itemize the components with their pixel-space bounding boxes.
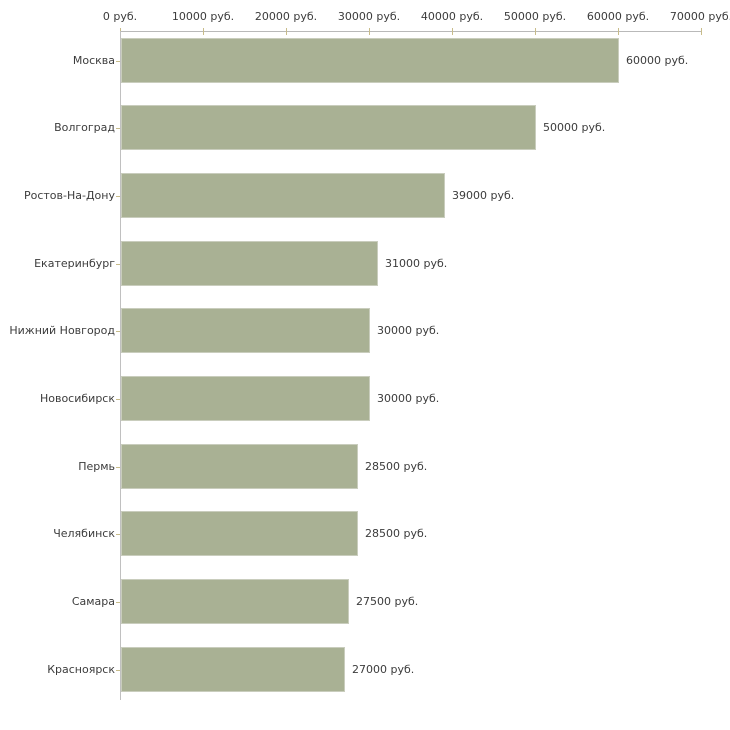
category-label: Москва bbox=[72, 54, 115, 67]
value-label: 27000 руб. bbox=[352, 663, 415, 676]
x-axis-tick bbox=[535, 28, 536, 35]
x-axis-tick bbox=[203, 28, 204, 35]
category-label: Екатеринбург bbox=[34, 257, 115, 270]
bar bbox=[121, 105, 536, 150]
y-axis-tick bbox=[116, 467, 120, 468]
bar bbox=[121, 38, 619, 83]
x-axis-tick bbox=[369, 28, 370, 35]
value-label: 30000 руб. bbox=[377, 324, 440, 337]
category-label: Пермь bbox=[78, 460, 115, 473]
x-axis-tick-label: 60000 руб. bbox=[586, 10, 650, 23]
x-axis-tick bbox=[286, 28, 287, 35]
bar bbox=[121, 647, 345, 692]
y-axis-tick bbox=[116, 61, 120, 62]
bar bbox=[121, 376, 370, 421]
bar bbox=[121, 173, 445, 218]
y-axis-tick bbox=[116, 128, 120, 129]
x-axis-tick-label: 50000 руб. bbox=[503, 10, 567, 23]
value-label: 60000 руб. bbox=[626, 54, 689, 67]
category-label: Красноярск bbox=[47, 663, 115, 676]
y-axis-tick bbox=[116, 196, 120, 197]
y-axis-tick bbox=[116, 264, 120, 265]
value-label: 39000 руб. bbox=[452, 189, 515, 202]
x-axis-tick bbox=[701, 28, 702, 35]
category-label: Самара bbox=[71, 595, 115, 608]
x-axis-tick-label: 20000 руб. bbox=[254, 10, 318, 23]
x-axis-tick bbox=[452, 28, 453, 35]
y-axis-line bbox=[120, 31, 121, 700]
value-label: 31000 руб. bbox=[385, 257, 448, 270]
value-label: 50000 руб. bbox=[543, 121, 606, 134]
x-axis-tick bbox=[618, 28, 619, 35]
category-label: Челябинск bbox=[53, 527, 115, 540]
bar bbox=[121, 579, 349, 624]
x-axis-tick-label: 0 руб. bbox=[102, 10, 138, 23]
value-label: 27500 руб. bbox=[356, 595, 419, 608]
bar bbox=[121, 241, 378, 286]
category-label: Ростов-На-Дону bbox=[23, 189, 115, 202]
y-axis-tick bbox=[116, 399, 120, 400]
value-label: 30000 руб. bbox=[377, 392, 440, 405]
x-axis-tick-label: 70000 руб. bbox=[669, 10, 730, 23]
bar bbox=[121, 511, 358, 556]
category-label: Новосибирск bbox=[39, 392, 115, 405]
y-axis-tick bbox=[116, 670, 120, 671]
y-axis-tick bbox=[116, 331, 120, 332]
y-axis-tick bbox=[116, 534, 120, 535]
category-label: Нижний Новгород bbox=[9, 324, 115, 337]
bar bbox=[121, 444, 358, 489]
x-axis-tick-label: 10000 руб. bbox=[171, 10, 235, 23]
value-label: 28500 руб. bbox=[365, 460, 428, 473]
x-axis-tick-label: 30000 руб. bbox=[337, 10, 401, 23]
bar bbox=[121, 308, 370, 353]
x-axis-tick-label: 40000 руб. bbox=[420, 10, 484, 23]
y-axis-tick bbox=[116, 602, 120, 603]
category-label: Волгоград bbox=[54, 121, 115, 134]
value-label: 28500 руб. bbox=[365, 527, 428, 540]
x-axis-line bbox=[120, 31, 702, 32]
